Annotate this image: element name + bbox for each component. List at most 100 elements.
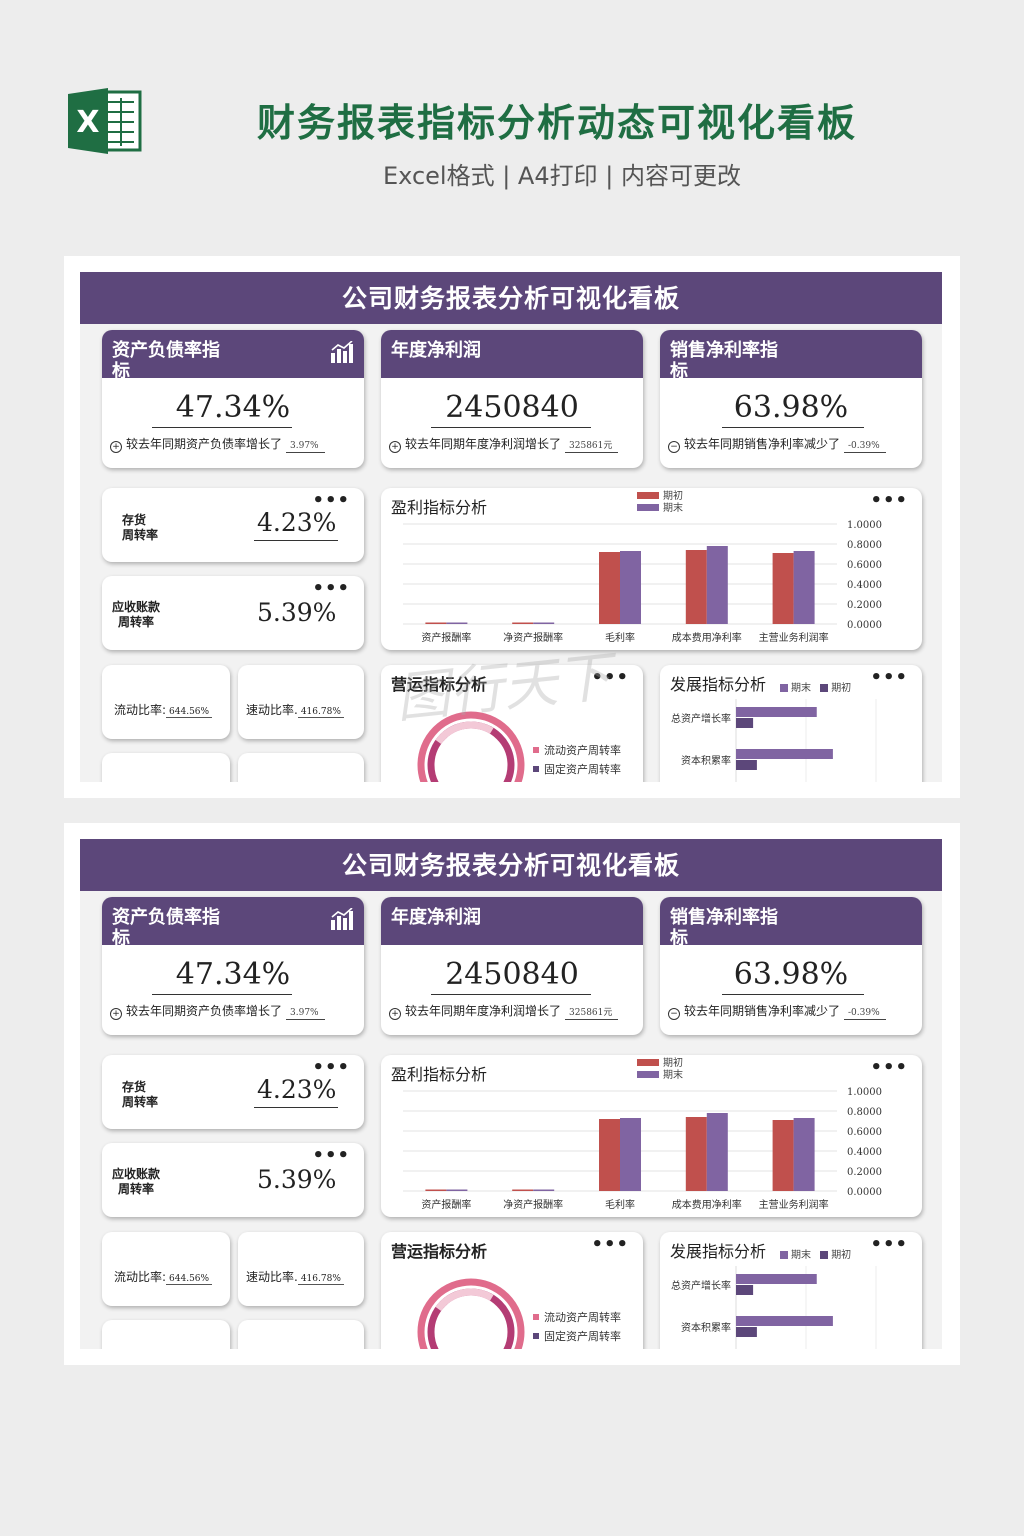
kpi-card-net-profit[interactable]: 年度净利润 2450840 + 较去年同期年度净利润增长了 325861元 bbox=[381, 897, 643, 1035]
bar-initial bbox=[736, 1327, 757, 1337]
current-ratio-card[interactable]: 流动比率: 644.56% bbox=[102, 1232, 230, 1306]
kpi-card-debt-ratio[interactable]: 资产负债率指标 47.34% + 较去年同期资产负债率增长了 3.97% bbox=[102, 330, 364, 468]
metric-label-line2: 周转率 bbox=[122, 528, 159, 542]
bar-initial bbox=[425, 1189, 447, 1191]
more-options-icon[interactable]: ••• bbox=[312, 1057, 350, 1078]
legend-item: 流动资产周转率 bbox=[533, 741, 621, 760]
kpi-delta: 3.97% bbox=[286, 1008, 325, 1020]
more-options-icon[interactable]: ••• bbox=[870, 1234, 908, 1255]
y-tick-label: 0.2000 bbox=[847, 1167, 882, 1178]
development-chart-card[interactable]: 发展指标分析 ••• 期末 期初 总资产增长率 资本积累率 bbox=[660, 1232, 922, 1349]
legend-swatch bbox=[637, 504, 659, 511]
kpi-title: 销售净利率指标 bbox=[670, 340, 778, 382]
bar-initial bbox=[685, 1117, 707, 1191]
kpi-card-debt-ratio[interactable]: 资产负债率指标 47.34% + 较去年同期资产负债率增长了 3.97% bbox=[102, 897, 364, 1035]
page-title: 财务报表指标分析动态可视化看板 bbox=[256, 101, 857, 145]
x-tick-label: 净资产报酬率 bbox=[503, 631, 563, 644]
minus-circle-icon: − bbox=[668, 441, 680, 453]
y-tick-label: 1.0000 bbox=[847, 520, 882, 531]
more-options-icon[interactable]: ••• bbox=[870, 490, 908, 511]
ratio-value: 644.56% bbox=[166, 1274, 213, 1285]
donut-legend: 流动资产周转率 固定资产周转率 bbox=[533, 741, 621, 779]
bar-end bbox=[706, 1113, 728, 1191]
chart-title: 营运指标分析 bbox=[391, 675, 488, 694]
kpi-title: 年度净利润 bbox=[391, 340, 481, 361]
x-tick-label: 成本费用净利率 bbox=[672, 1198, 742, 1211]
bar-initial bbox=[425, 622, 447, 624]
quick-ratio-card[interactable]: 速动比率. 416.78% bbox=[238, 665, 364, 739]
plus-circle-icon: + bbox=[110, 441, 122, 453]
kpi-card-net-margin[interactable]: 销售净利率指标 63.98% − 较去年同期销售净利率减少了 -0.39% bbox=[660, 897, 922, 1035]
y-tick-label: 0.8000 bbox=[847, 1107, 882, 1118]
ratio-label: 速动比率. 416.78% bbox=[246, 1268, 344, 1285]
kpi-value-underline bbox=[431, 427, 591, 428]
inventory-turnover-card[interactable]: ••• 存货 周转率 4.23% bbox=[102, 488, 364, 562]
legend-label: 流动资产周转率 bbox=[544, 744, 621, 757]
metric-underline bbox=[254, 1107, 338, 1108]
kpi-footnote: + 较去年同期年度净利润增长了 325861元 bbox=[389, 435, 619, 453]
profitability-chart-card[interactable]: 盈利指标分析 ••• 期初 期末 1.0000 0.8000 0.6000 0.400… bbox=[381, 488, 922, 650]
kpi-value: 63.98% bbox=[733, 957, 849, 992]
legend-label: 期末 bbox=[663, 1070, 683, 1081]
legend-item: 期初 bbox=[637, 491, 683, 503]
ratio-card-4[interactable] bbox=[238, 1320, 364, 1349]
legend-item: 期末 bbox=[637, 1070, 683, 1082]
ratio-name: 流动比率: bbox=[114, 1270, 167, 1284]
ratio-card-3[interactable] bbox=[102, 753, 230, 782]
excel-logo-icon: X bbox=[68, 88, 142, 154]
kpi-header: 销售净利率指标 bbox=[660, 897, 922, 949]
receivables-turnover-card[interactable]: ••• 应收账款 周转率 5.39% bbox=[102, 576, 364, 650]
bar-end bbox=[706, 546, 728, 624]
more-options-icon[interactable]: ••• bbox=[312, 490, 350, 511]
legend-swatch bbox=[780, 684, 788, 692]
legend-item: 固定资产周转率 bbox=[533, 760, 621, 779]
quick-ratio-card[interactable]: 速动比率. 416.78% bbox=[238, 1232, 364, 1306]
chart-legend: 期初 期末 bbox=[637, 491, 683, 515]
more-options-icon[interactable]: ••• bbox=[312, 578, 350, 599]
legend-label: 期初 bbox=[663, 1058, 683, 1069]
metric-value: 4.23% bbox=[257, 1075, 337, 1104]
legend-item: 流动资产周转率 bbox=[533, 1308, 621, 1327]
legend-item: 期末 bbox=[637, 503, 683, 515]
more-options-icon[interactable]: ••• bbox=[312, 1145, 350, 1166]
legend-swatch bbox=[533, 747, 539, 753]
metric-label-line2: 周转率 bbox=[118, 615, 155, 629]
kpi-value-underline bbox=[152, 994, 292, 995]
kpi-header: 销售净利率指标 bbox=[660, 330, 922, 382]
current-ratio-card[interactable]: 流动比率: 644.56% bbox=[102, 665, 230, 739]
y-category-label: 资本积累率 bbox=[681, 754, 731, 767]
kpi-card-net-profit[interactable]: 年度净利润 2450840 + 较去年同期年度净利润增长了 325861元 bbox=[381, 330, 643, 468]
kpi-note: 较去年同期年度净利润增长了 bbox=[405, 437, 562, 451]
bar-initial bbox=[736, 718, 754, 728]
ratio-card-4[interactable] bbox=[238, 753, 364, 782]
bar-initial bbox=[512, 1189, 534, 1191]
receivables-turnover-card[interactable]: ••• 应收账款 周转率 5.39% bbox=[102, 1143, 364, 1217]
bar-end bbox=[533, 622, 555, 624]
ratio-label: 速动比率. 416.78% bbox=[246, 701, 344, 718]
inventory-turnover-card[interactable]: ••• 存货 周转率 4.23% bbox=[102, 1055, 364, 1129]
kpi-note: 较去年同期年度净利润增长了 bbox=[405, 1004, 562, 1018]
development-chart-card[interactable]: 发展指标分析 ••• 期末 期初 总资产增长率 资本积累率 bbox=[660, 665, 922, 782]
ratio-card-3[interactable] bbox=[102, 1320, 230, 1349]
kpi-header: 年度净利润 bbox=[381, 330, 643, 378]
kpi-title: 资产负债率指标 bbox=[112, 340, 220, 382]
more-options-icon[interactable]: ••• bbox=[591, 667, 629, 688]
more-options-icon[interactable]: ••• bbox=[591, 1234, 629, 1255]
more-options-icon[interactable]: ••• bbox=[870, 667, 908, 688]
profitability-chart-card[interactable]: 盈利指标分析 ••• 期初 期末 1.0000 0.8000 0.6000 0.400… bbox=[381, 1055, 922, 1217]
bar-initial bbox=[772, 553, 794, 624]
legend-swatch bbox=[637, 1059, 659, 1066]
bar-end bbox=[446, 1189, 468, 1191]
y-tick-label: 0.4000 bbox=[847, 580, 882, 591]
dashboard: 公司财务报表分析可视化看板 资产负债率指标 47.34% + 较去年同期资产负债率… bbox=[80, 839, 942, 1349]
y-tick-label: 0.0000 bbox=[847, 1187, 882, 1198]
legend-label: 期末 bbox=[791, 1250, 811, 1261]
kpi-footnote: + 较去年同期资产负债率增长了 3.97% bbox=[110, 435, 325, 453]
kpi-card-net-margin[interactable]: 销售净利率指标 63.98% − 较去年同期销售净利率减少了 -0.39% bbox=[660, 330, 922, 468]
operating-chart-card[interactable]: 营运指标分析 ••• 流动资产周转率 固定资产周转率 bbox=[381, 1232, 643, 1349]
operating-donut-chart bbox=[417, 1278, 525, 1349]
more-options-icon[interactable]: ••• bbox=[870, 1057, 908, 1078]
operating-chart-card[interactable]: 营运指标分析 ••• 流动资产周转率 固定资产周转率 bbox=[381, 665, 643, 782]
y-tick-label: 0.0000 bbox=[847, 620, 882, 631]
